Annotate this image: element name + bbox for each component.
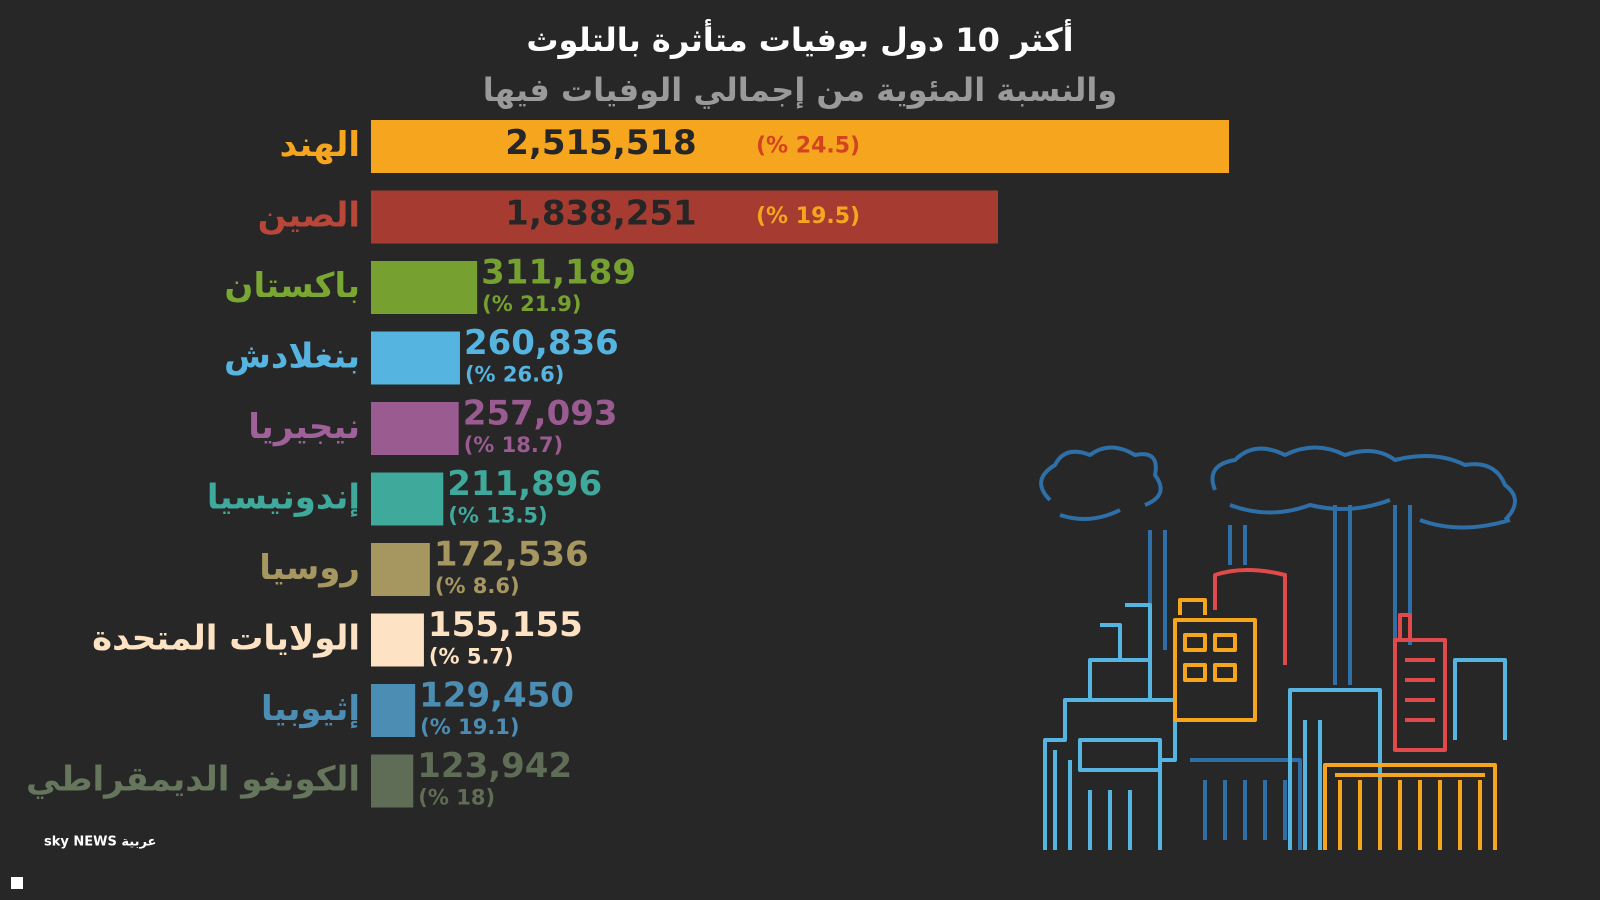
share-label: (% 24.5) [756,134,860,159]
value-label: 123,942 [417,746,572,786]
share-label: (% 18.7) [464,433,563,457]
share-label: (% 19.5) [756,204,860,229]
building-blue [1043,603,1507,850]
chart-title: أكثر 10 دول بوفيات متأثرة بالتلوث [526,19,1073,59]
value-label: 155,155 [428,605,583,645]
category-label: إندونيسيا [207,478,360,518]
value-label: 260,836 [464,323,619,363]
bar [371,402,459,455]
share-label: (% 18) [418,786,495,810]
value-label: 172,536 [434,535,589,575]
share-label: (% 21.9) [482,292,581,316]
bar [371,331,460,385]
chart-subtitle: والنسبة المئوية من إجمالي الوفيات فيها [483,71,1118,110]
bar [371,684,416,737]
category-label: بنغلادش [224,337,360,377]
bar [371,754,414,808]
category-label: إثيوبيا [261,689,360,729]
smoke [1039,445,1517,530]
share-label: (% 13.5) [448,504,547,528]
bar [371,261,478,314]
share-label: (% 8.6) [435,574,520,598]
logo: sky NEWS عربية [44,835,156,850]
category-label: الصين [258,196,360,236]
value-label: 1,838,251 [505,194,696,234]
share-label: (% 19.1) [420,715,519,739]
factory-illustration [1039,445,1517,850]
bar [371,190,998,244]
category-label: باكستان [224,266,360,306]
building-orange [1173,598,1497,850]
corner-square [11,877,23,889]
share-label: (% 5.7) [429,645,514,669]
bar [371,613,424,667]
value-label: 257,093 [463,394,618,434]
bar [371,472,444,526]
value-label: 311,189 [481,253,636,293]
category-label: الولايات المتحدة [92,619,360,659]
value-label: 129,450 [419,676,574,716]
category-label: نيجيريا [248,407,360,447]
value-label: 211,896 [447,464,602,504]
bar [371,543,430,596]
chimneys [1148,505,1412,850]
value-label: 2,515,518 [505,123,696,163]
category-label: الكونغو الديمقراطي [26,760,360,800]
share-label: (% 26.6) [465,363,564,387]
category-label: روسيا [259,548,360,588]
category-label: الهند [280,125,360,165]
building-red [1213,568,1447,752]
bar [371,120,1229,173]
